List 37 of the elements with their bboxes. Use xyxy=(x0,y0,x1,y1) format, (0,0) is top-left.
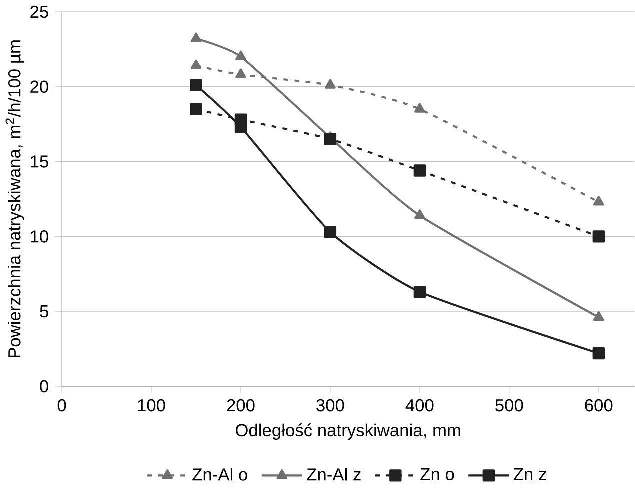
point xyxy=(414,164,426,177)
legend-label: Zn z xyxy=(514,468,546,480)
x-tick-label: 600 xyxy=(585,399,613,412)
point xyxy=(593,311,604,321)
y-axis-title: Powierzchnia natryskiwana, m$^{2}$/h/100 µm xyxy=(6,40,24,358)
point xyxy=(592,230,605,243)
point xyxy=(190,103,202,116)
legend-label: Zn o xyxy=(420,468,454,480)
point xyxy=(190,32,202,42)
point xyxy=(592,347,605,360)
x-axis-title: Odległość natryskiwania, mm xyxy=(236,423,460,440)
x-tick-label: 0 xyxy=(58,399,66,412)
point xyxy=(593,196,604,206)
point xyxy=(234,121,248,134)
y-tick-label: 15 xyxy=(31,156,48,168)
x-tick-label: 100 xyxy=(138,399,166,412)
point xyxy=(325,79,336,89)
point xyxy=(414,286,426,298)
point xyxy=(324,133,337,146)
point xyxy=(190,60,202,70)
point xyxy=(414,103,426,113)
y-tick-label: 5 xyxy=(40,305,48,318)
y-tick-label: 0 xyxy=(40,380,48,392)
x-tick-label: 400 xyxy=(406,399,434,412)
point xyxy=(414,209,426,220)
point xyxy=(190,79,202,92)
y-tick-label: 10 xyxy=(31,230,48,243)
x-tick-label: 200 xyxy=(227,399,255,412)
point xyxy=(324,226,337,238)
legend-label: Zn-Al z xyxy=(307,468,361,481)
y-tick-label: 20 xyxy=(30,80,48,93)
y-tick-label: 25 xyxy=(30,6,48,18)
point xyxy=(236,50,246,60)
legend-label: Zn-Al o xyxy=(192,468,248,481)
point xyxy=(236,68,246,78)
x-tick-label: 500 xyxy=(496,399,524,412)
x-tick-label: 300 xyxy=(316,399,344,412)
